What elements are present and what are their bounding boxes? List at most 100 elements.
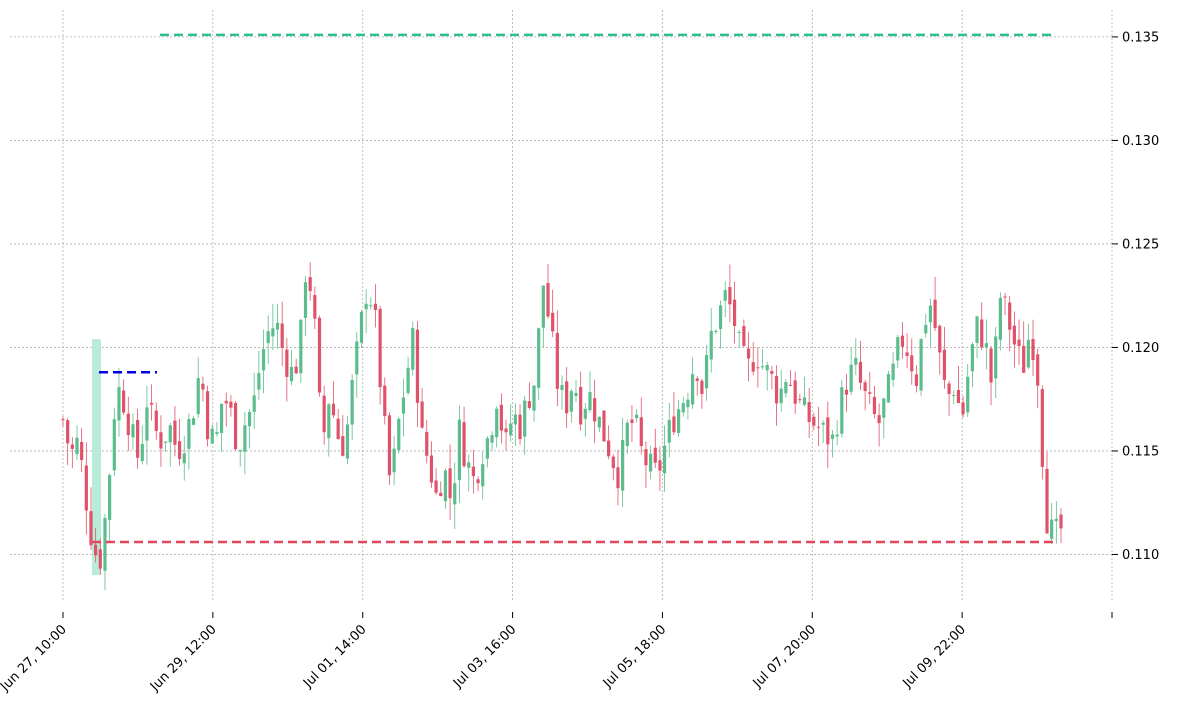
candle-body: [98, 549, 102, 569]
candle-body: [513, 414, 517, 425]
candle-body: [1026, 339, 1030, 368]
candle-body: [252, 395, 256, 412]
candle-body: [261, 349, 266, 371]
candle-body: [243, 425, 247, 452]
candle-body: [1050, 519, 1054, 539]
candle-body: [205, 391, 210, 440]
candle-body: [854, 357, 858, 365]
candle-body: [914, 374, 919, 386]
y-tick-label: 0.115: [1122, 444, 1159, 459]
candle-body: [672, 416, 676, 433]
candle-body: [802, 397, 807, 405]
levels: [92, 33, 1056, 544]
candle-body: [443, 470, 448, 502]
candle-body: [308, 277, 312, 292]
candle-body: [737, 332, 741, 334]
y-tick-label: 0.130: [1122, 134, 1159, 149]
x-tick-label: Jun 27, 10:00: [0, 622, 70, 695]
y-tick-label: 0.110: [1122, 548, 1159, 563]
candle-body: [154, 410, 158, 431]
candle-body: [140, 443, 144, 462]
candle-body: [844, 389, 849, 395]
candle-body: [131, 424, 135, 438]
candle-body: [1022, 345, 1026, 373]
candle-body: [383, 385, 387, 417]
candle-body: [210, 428, 214, 444]
candle-body: [947, 383, 951, 395]
candle-body: [840, 387, 844, 434]
y-tick-label: 0.135: [1122, 30, 1159, 45]
candle-body: [387, 415, 392, 476]
candle-body: [765, 364, 769, 371]
candle-body: [537, 328, 541, 388]
candle-body: [910, 355, 914, 372]
candle-body: [630, 419, 634, 424]
candle-body: [392, 448, 396, 473]
candle-body: [835, 434, 839, 437]
axes: Jun 27, 10:00 Jun 29, 12:00 Jul 01, 14:00 J…: [0, 30, 1159, 694]
candle-body: [527, 401, 531, 408]
candle-body: [812, 416, 816, 426]
candle-body: [975, 316, 979, 343]
candle-body: [872, 396, 877, 415]
candle-body: [495, 408, 499, 438]
candle-body: [509, 423, 513, 436]
candle-body: [821, 422, 825, 425]
candle-body: [569, 391, 573, 412]
candle-body: [676, 409, 681, 433]
candle-body: [275, 322, 280, 330]
candle-body: [350, 379, 354, 425]
candle-body: [574, 392, 578, 397]
candle-body: [341, 436, 345, 456]
candle-body: [317, 317, 322, 393]
candle-body: [401, 397, 406, 414]
candle-body: [168, 425, 172, 443]
candle-body: [378, 308, 382, 388]
candle-body: [793, 380, 797, 404]
candle-body: [238, 450, 242, 452]
candle-body: [66, 420, 70, 444]
candle-body: [933, 299, 937, 329]
candle-body: [849, 364, 853, 392]
candle-body: [457, 419, 462, 481]
candle-body: [345, 424, 350, 459]
candle-body: [742, 326, 746, 346]
candle-body: [136, 420, 140, 458]
candle-body: [658, 460, 662, 471]
candle-body: [607, 440, 611, 457]
candle-body: [499, 404, 503, 431]
candle-body: [504, 428, 508, 433]
candle-body: [588, 392, 592, 411]
y-tick-label: 0.120: [1122, 341, 1159, 356]
candle-body: [336, 418, 340, 439]
x-tick-label: Jul 01, 14:00: [300, 622, 369, 691]
candle-body: [322, 395, 326, 433]
candle-body: [966, 376, 970, 413]
candle-body: [490, 435, 494, 443]
candle-body: [756, 367, 760, 369]
candle-body: [709, 330, 713, 360]
candle-body: [560, 384, 564, 390]
candle-body: [905, 352, 909, 356]
candle-body: [122, 390, 126, 413]
candle-body: [690, 374, 695, 405]
candle-body: [327, 404, 331, 439]
candle-body: [280, 323, 284, 349]
candle-body: [434, 480, 438, 493]
candle-body: [970, 344, 974, 372]
candle-body: [625, 422, 629, 447]
candle-body: [611, 456, 615, 469]
candle-body: [998, 297, 1002, 340]
candle-body: [919, 339, 923, 391]
candle-body: [219, 403, 224, 433]
candle-body: [760, 366, 765, 368]
candle-body: [788, 384, 793, 386]
candle-body: [891, 363, 895, 380]
candle-body: [830, 434, 835, 439]
candle-body: [112, 419, 116, 471]
candle-body: [485, 438, 489, 459]
x-tick-label: Jul 05, 18:00: [600, 622, 669, 691]
candle-body: [453, 483, 457, 505]
candle-body: [723, 290, 727, 301]
